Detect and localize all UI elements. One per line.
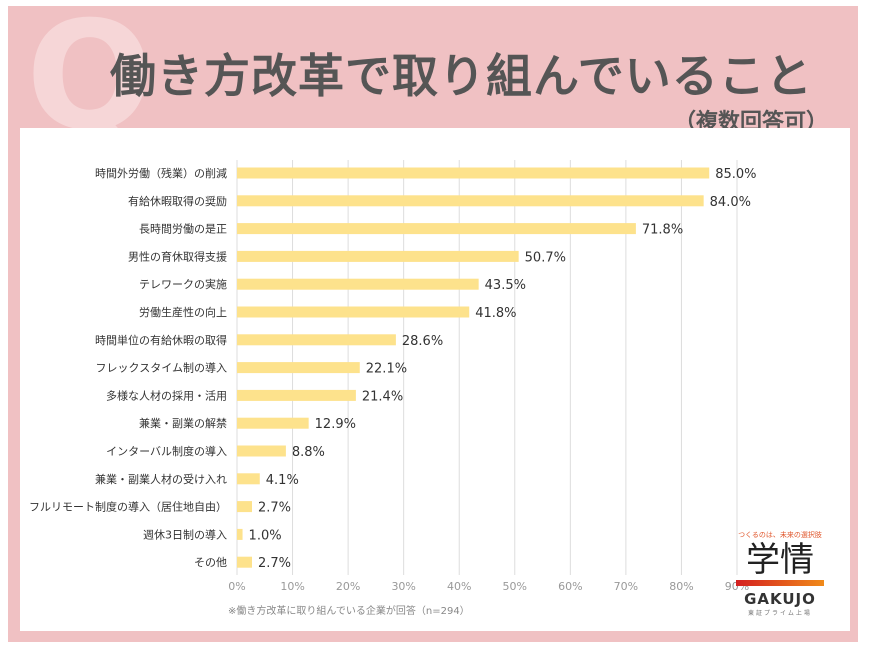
bar	[237, 195, 704, 207]
logo-name: GAKUJO	[744, 590, 816, 608]
value-label: 85.0%	[715, 167, 756, 182]
x-tick-label: 80%	[669, 580, 693, 593]
bar	[237, 389, 356, 401]
bar	[237, 167, 710, 179]
category-label: テレワークの実施	[139, 277, 227, 291]
value-label: 8.8%	[292, 445, 325, 460]
category-label: インターバル制度の導入	[106, 444, 227, 458]
logo-sub: 東証プライム上場	[748, 610, 812, 617]
value-label: 2.7%	[258, 556, 291, 571]
gakujo-logo: つくるのは、未来の選択肢 学情 GAKUJO 東証プライム上場	[730, 530, 830, 617]
bar	[237, 501, 252, 513]
bar	[237, 528, 243, 540]
bar	[237, 473, 260, 485]
bar	[237, 417, 309, 429]
bar	[237, 250, 519, 262]
value-label: 84.0%	[710, 195, 751, 210]
value-label: 50.7%	[525, 250, 566, 265]
bar	[237, 334, 396, 346]
category-label: 兼業・副業の解禁	[139, 416, 227, 430]
logo-tagline: つくるのは、未来の選択肢	[738, 531, 822, 539]
value-label: 1.0%	[249, 528, 282, 543]
category-label: フレックスタイム制の導入	[96, 361, 227, 375]
value-label: 41.8%	[475, 306, 516, 321]
category-label: 労働生産性の向上	[139, 305, 227, 319]
value-label: 2.7%	[258, 501, 291, 516]
x-tick-label: 0%	[228, 580, 245, 593]
q-mark: Q	[26, 0, 154, 164]
x-tick-label: 70%	[614, 580, 638, 593]
chart-panel	[20, 128, 850, 631]
category-label: 長時間労働の是正	[139, 222, 227, 236]
x-tick-label: 10%	[280, 580, 304, 593]
bar	[237, 556, 252, 568]
bar	[237, 445, 286, 457]
value-label: 4.1%	[266, 473, 299, 488]
x-tick-label: 30%	[391, 580, 415, 593]
logo-kanji: 学情	[746, 540, 814, 580]
x-tick-label: 40%	[447, 580, 471, 593]
category-label: 兼業・副業人材の受け入れ	[95, 472, 227, 486]
category-label: 時間外労働（残業）の削減	[95, 166, 227, 180]
bar	[237, 306, 470, 318]
category-label: 男性の育休取得支援	[128, 249, 227, 263]
footnote: ※働き方改革に取り組んでいる企業が回答（n=294）	[228, 604, 470, 617]
category-label: 有給休暇取得の奨励	[128, 194, 227, 208]
category-label: 時間単位の有給休暇の取得	[95, 333, 227, 347]
value-label: 28.6%	[402, 334, 443, 349]
value-label: 21.4%	[362, 389, 403, 404]
category-label: その他	[194, 556, 227, 569]
value-label: 22.1%	[366, 362, 407, 377]
bar	[237, 223, 636, 235]
bar	[237, 362, 360, 374]
category-label: フルリモート制度の導入（居住地自由）	[29, 500, 227, 514]
page-title: 働き方改革で取り組んでいること	[110, 49, 813, 103]
x-tick-label: 60%	[558, 580, 582, 593]
x-tick-label: 50%	[503, 580, 527, 593]
bar	[237, 278, 479, 290]
logo-bar	[736, 580, 824, 586]
value-label: 12.9%	[315, 417, 356, 432]
value-label: 71.8%	[642, 223, 683, 238]
category-label: 多様な人材の採用・活用	[106, 388, 227, 402]
value-label: 43.5%	[485, 278, 526, 293]
x-tick-label: 20%	[336, 580, 360, 593]
category-label: 週休3日制の導入	[143, 527, 227, 541]
